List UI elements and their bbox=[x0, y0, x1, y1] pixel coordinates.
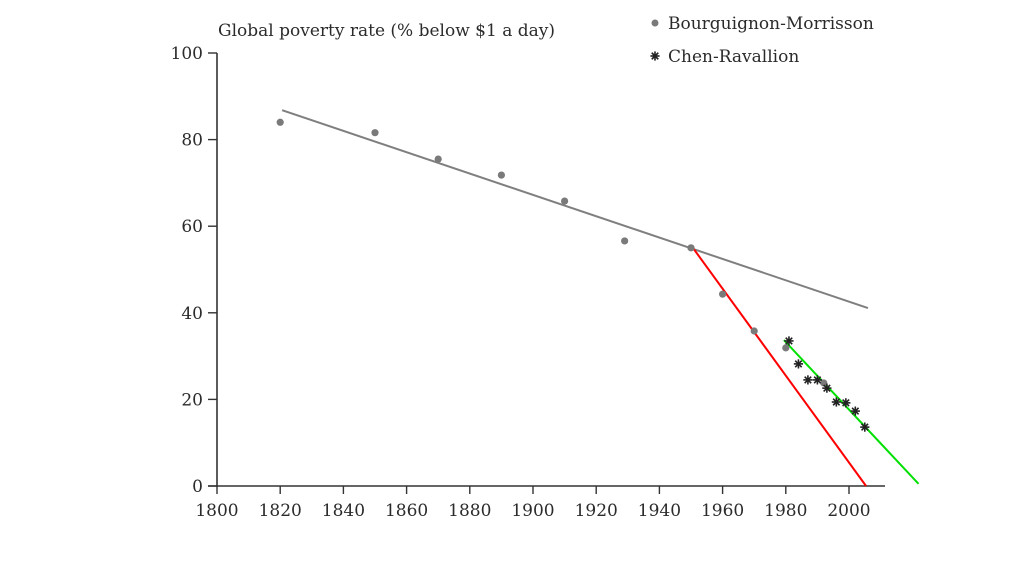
y-tick-label: 100 bbox=[171, 44, 203, 64]
point-bourguignon-morrisson bbox=[434, 155, 442, 163]
x-tick-label: 1880 bbox=[448, 501, 491, 521]
x-tick-label: 1820 bbox=[259, 501, 302, 521]
x-axis-ticks: 1800 1820 1840 1860 1880 1900 1920 1940 1960 1980… bbox=[195, 486, 871, 521]
point-bourguignon-morrisson bbox=[782, 344, 790, 352]
y-tick-label: 60 bbox=[181, 217, 203, 237]
point-bourguignon-morrisson bbox=[719, 290, 727, 298]
point-chen-ravallion bbox=[784, 336, 794, 346]
y-tick-label: 80 bbox=[181, 131, 203, 151]
x-tick-label: 1840 bbox=[322, 501, 365, 521]
legend-marker-bourguignon-morrisson bbox=[651, 19, 659, 27]
legend-label-chen-ravallion: Chen-Ravallion bbox=[668, 47, 799, 67]
legend-marker-chen-ravallion bbox=[650, 51, 660, 61]
post-1950-trend-line bbox=[692, 247, 867, 487]
y-tick-label: 20 bbox=[181, 390, 203, 410]
axes bbox=[208, 53, 885, 487]
point-bourguignon-morrisson bbox=[276, 118, 284, 126]
x-tick-label: 1900 bbox=[511, 501, 554, 521]
point-chen-ravallion bbox=[831, 397, 841, 407]
point-bourguignon-morrisson bbox=[561, 197, 569, 205]
point-bourguignon-morrisson bbox=[371, 129, 379, 137]
point-chen-ravallion bbox=[793, 359, 804, 369]
x-tick-label: 1800 bbox=[195, 501, 238, 521]
x-tick-label: 1920 bbox=[575, 501, 618, 521]
point-bourguignon-morrisson bbox=[621, 237, 629, 245]
legend-label-bourguignon-morrisson: Bourguignon-Morrisson bbox=[668, 14, 874, 34]
y-tick-label: 40 bbox=[181, 304, 203, 324]
point-chen-ravallion bbox=[841, 398, 851, 408]
legend-star-glyph bbox=[650, 51, 660, 61]
chen-ravallion-trend-line bbox=[783, 339, 920, 485]
chart-title: Global poverty rate (% below $1 a day) bbox=[218, 21, 555, 41]
x-tick-label: 1860 bbox=[385, 501, 428, 521]
point-chen-ravallion bbox=[803, 375, 813, 385]
point-chen-ravallion bbox=[850, 406, 860, 416]
trend-lines bbox=[281, 109, 920, 487]
point-bourguignon-morrisson bbox=[497, 171, 505, 179]
x-tick-label: 1940 bbox=[638, 501, 681, 521]
x-tick-label: 1960 bbox=[701, 501, 744, 521]
y-tick-label: 0 bbox=[192, 477, 203, 497]
point-chen-ravallion bbox=[822, 383, 832, 393]
x-tick-label: 1980 bbox=[764, 501, 807, 521]
point-chen-ravallion bbox=[860, 422, 870, 432]
long-run-trend-line bbox=[281, 109, 869, 309]
legend: Bourguignon-Morrisson Chen-Ravallion bbox=[650, 14, 874, 67]
data-points bbox=[276, 118, 870, 432]
point-bourguignon-morrisson bbox=[750, 327, 758, 335]
point-bourguignon-morrisson bbox=[820, 379, 828, 387]
point-chen-ravallion bbox=[812, 375, 822, 385]
y-axis-ticks: 0 20 40 60 80 100 bbox=[171, 44, 217, 497]
x-tick-label: 2000 bbox=[827, 501, 870, 521]
point-bourguignon-morrisson bbox=[687, 244, 695, 252]
